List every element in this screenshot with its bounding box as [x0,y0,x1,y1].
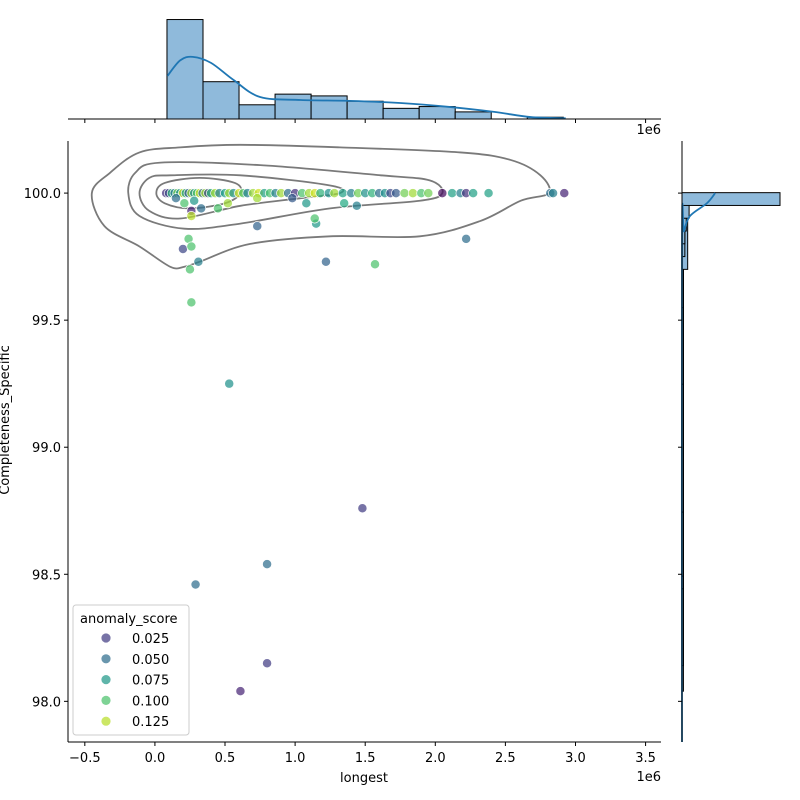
scatter-point [548,188,559,199]
x-tick-label: 3.5 [635,751,656,766]
right-marginal-histogram [678,141,781,743]
scatter-point [213,203,223,214]
x-tick-label: 1.5 [355,751,376,766]
legend-marker [101,716,111,726]
scatter-point [235,686,246,697]
scatter-points [161,188,570,697]
x-tick-label: 1.0 [285,751,306,766]
right-histogram-bar [681,192,781,206]
legend-marker [101,633,111,643]
scatter-point [320,256,331,267]
scatter-point [370,259,380,270]
top-histogram-bar [346,100,384,120]
scatter-point [559,188,570,199]
scatter-point [468,188,479,199]
x-tick-label: 2.5 [495,751,516,766]
legend-marker [101,695,111,706]
scatter-point [185,264,195,275]
scatter-point [329,188,340,199]
x-axis-label: longest [340,771,388,786]
x-tick-label: 2.0 [425,751,446,766]
scatter-point [252,193,263,204]
scatter-point [423,188,434,199]
top-histogram-bar [454,111,492,120]
scatter-point [399,188,410,199]
kde-contour-line [90,143,551,270]
x-offset-label: 1e6 [636,770,661,785]
scatter-point [337,188,348,199]
scatter-point [252,221,263,232]
scatter-point [179,198,190,209]
legend-marker [101,675,111,685]
x-tick-label: −0.5 [69,751,101,766]
y-tick-label: 99.5 [32,314,61,329]
top-histogram-bar [274,93,312,120]
scatter-point [483,188,494,199]
x-tick-label: 0.5 [215,751,236,766]
y-tick-label: 98.0 [32,695,61,710]
legend: anomaly_score 0.025 0.050 0.075 0.100 0.125 [72,604,190,736]
scatter-point [178,244,188,254]
scatter-point [287,193,298,204]
legend-marker [101,654,111,664]
legend-label: 0.075 [132,674,169,689]
scatter-point [189,195,200,206]
top-histogram-bar [310,95,348,120]
scatter-point [222,198,233,209]
legend-label: 0.100 [132,694,169,709]
scatter-point [301,198,312,209]
scatter-point [461,233,472,244]
top-marginal-histogram [68,19,661,123]
top-kde-curve [166,55,566,120]
y-axis-label: Completeness_Specific [0,345,13,495]
scatter-point [170,193,181,204]
legend-label: 0.025 [132,632,169,647]
scatter-point [262,658,273,669]
scatter-point [262,559,273,570]
legend-title: anomaly_score [80,612,178,627]
main-axes: −0.5 0.0 0.5 1.0 1.5 2.0 2.5 3.0 3.5 98.0 98.5 99.0… [24,141,661,766]
scatter-point [193,256,204,267]
scatter-point [186,241,197,252]
y-tick-label: 100.0 [24,187,61,202]
scatter-point [339,198,350,209]
kde-contours [90,143,551,270]
scatter-point [407,188,418,199]
top-histogram-bar [418,106,456,120]
scatter-point [186,211,197,221]
y-tick-label: 98.5 [32,568,61,583]
x-tick-label: 0.0 [145,751,166,766]
scatter-point [351,200,362,211]
y-tick-label: 99.0 [32,441,61,456]
scatter-point [309,213,320,224]
scatter-point [315,188,326,199]
scatter-point [357,503,368,514]
scatter-point [391,188,401,199]
right-kde-curve [680,192,716,743]
scatter-point [447,188,458,199]
top-histogram-bar [202,81,240,120]
top-histogram-bar [238,104,276,120]
top-offset-label: 1e6 [636,123,661,138]
scatter-point [186,297,197,308]
x-tick-label: 3.0 [565,751,586,766]
top-histogram-bar [382,107,420,120]
legend-label: 0.125 [132,715,169,730]
scatter-point [190,579,201,590]
scatter-point [437,188,448,199]
scatter-point [224,378,235,389]
legend-label: 0.050 [132,653,169,668]
scatter-point [196,203,207,214]
